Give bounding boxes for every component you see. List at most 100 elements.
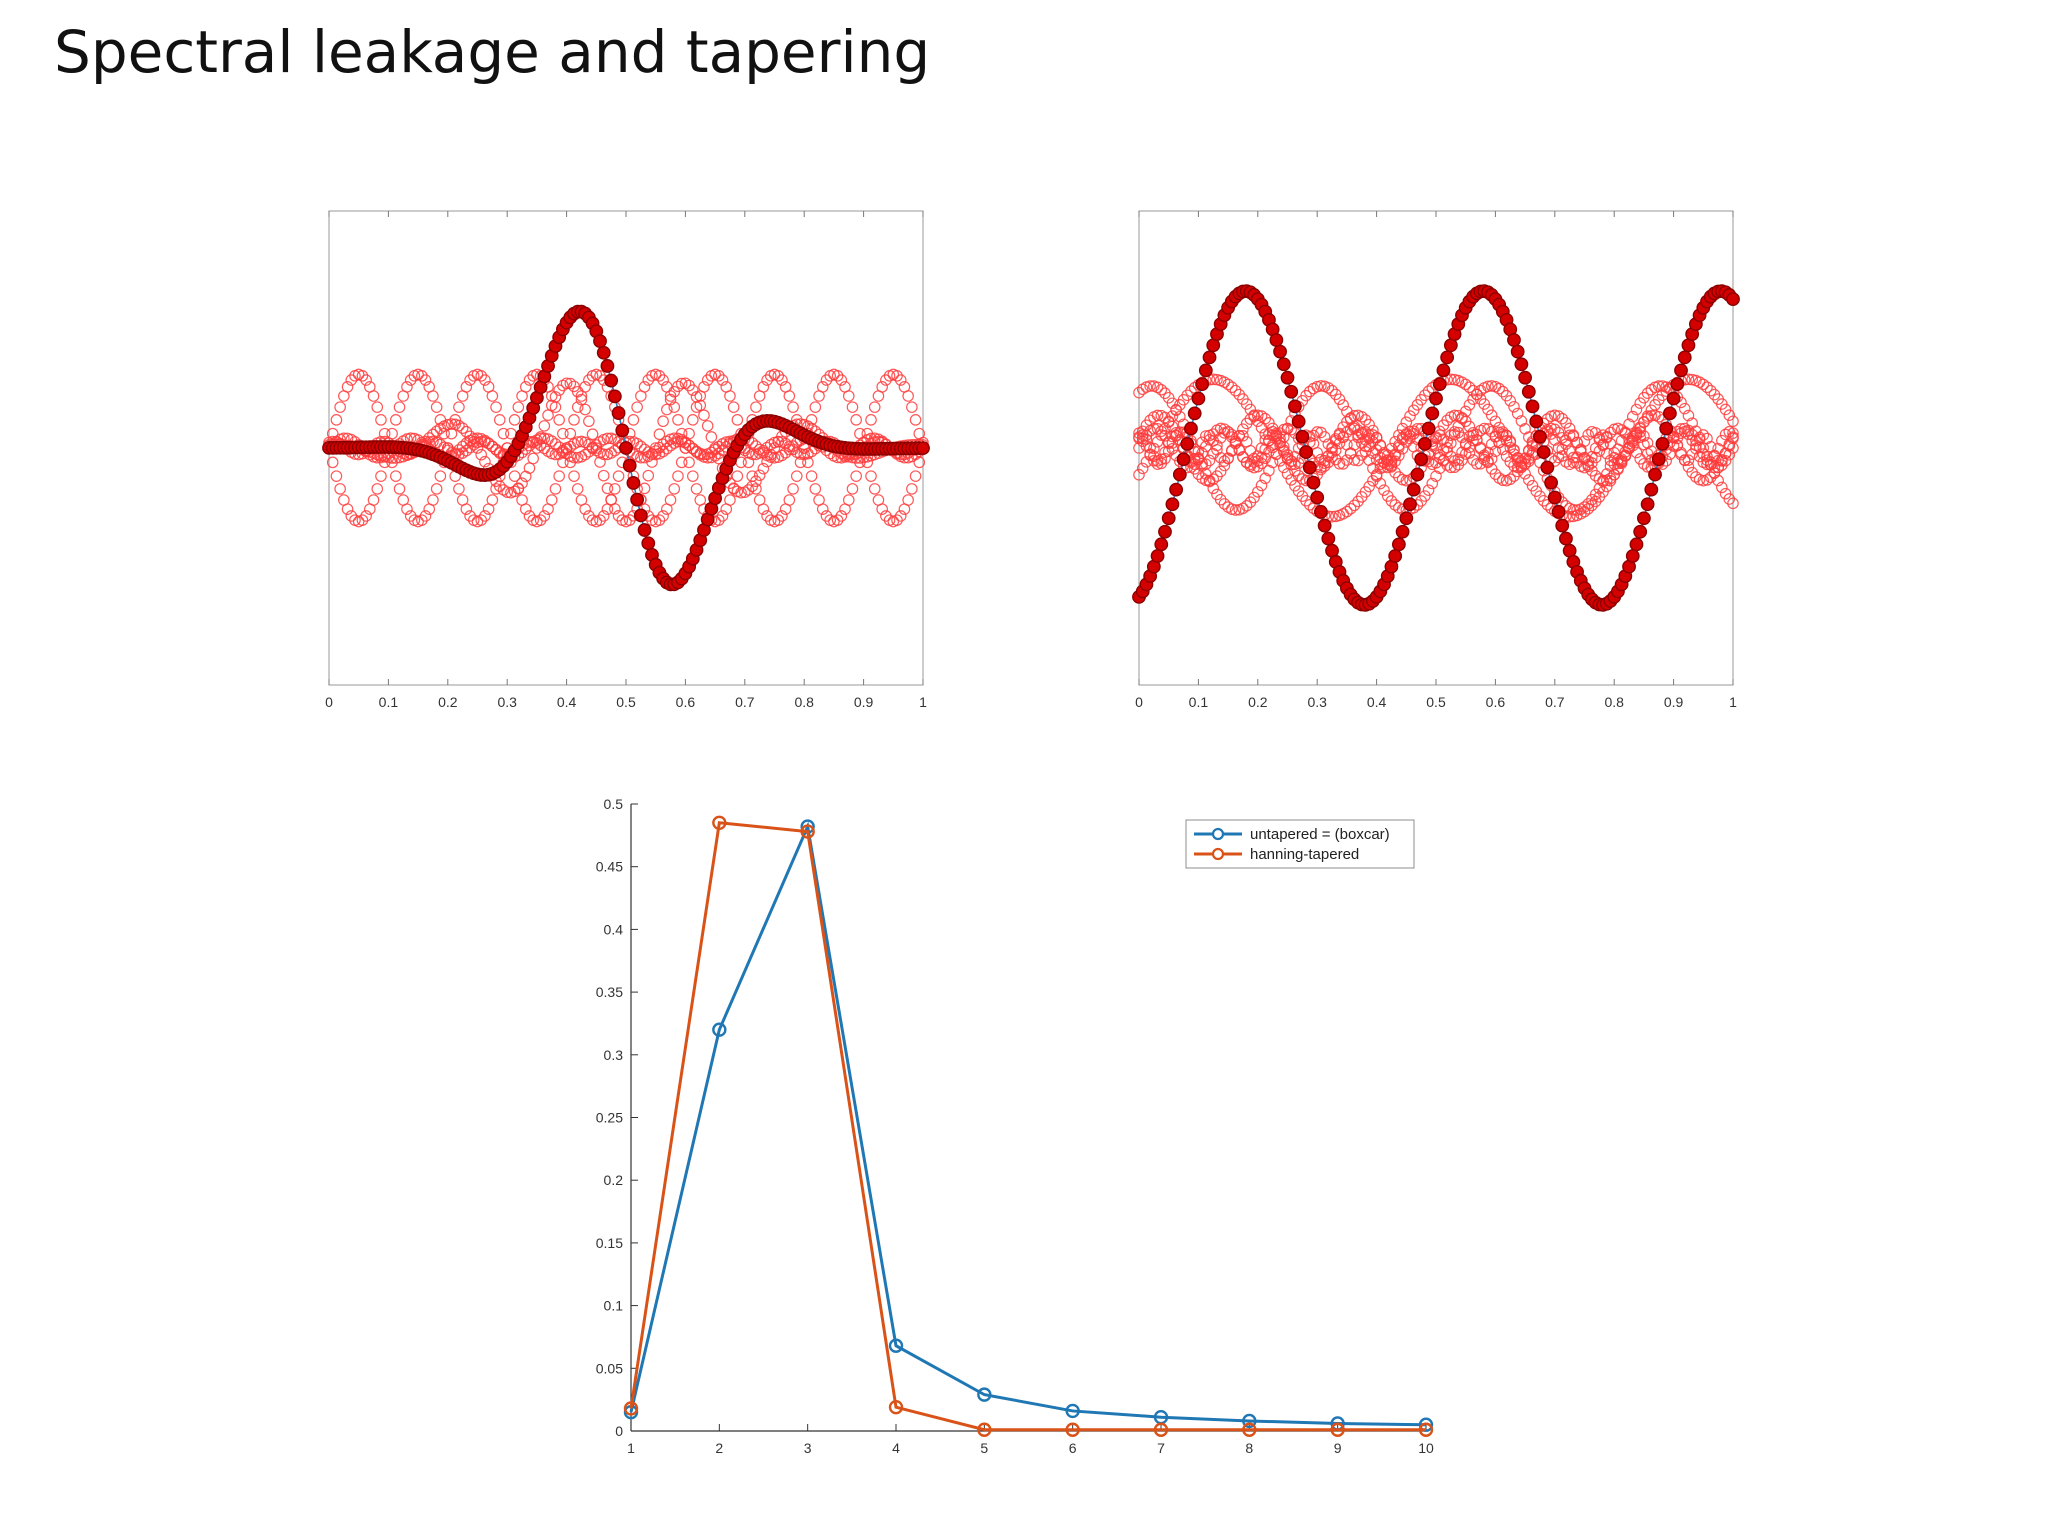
component-marker bbox=[393, 483, 406, 495]
component-marker bbox=[776, 510, 788, 522]
signal-marker bbox=[1169, 482, 1184, 497]
signal-marker bbox=[1436, 363, 1451, 378]
component-marker bbox=[1218, 459, 1231, 472]
component-marker bbox=[1485, 452, 1498, 465]
signal-marker bbox=[1670, 377, 1685, 392]
component-marker bbox=[538, 510, 551, 522]
component-marker bbox=[597, 510, 610, 522]
x-tick-label: 0.2 bbox=[1248, 694, 1268, 710]
component-marker bbox=[1363, 432, 1375, 445]
component-marker bbox=[1396, 431, 1409, 444]
component-marker bbox=[1597, 474, 1609, 487]
component-marker bbox=[1333, 393, 1346, 406]
component-marker bbox=[653, 370, 666, 382]
y-tick-label: 0.5 bbox=[604, 796, 624, 812]
component-marker bbox=[404, 374, 417, 386]
component-marker bbox=[486, 390, 499, 402]
component-marker bbox=[1151, 422, 1164, 435]
component-marker bbox=[545, 494, 558, 506]
series-point-0 bbox=[1242, 1413, 1257, 1429]
component-marker bbox=[401, 503, 413, 515]
component-marker bbox=[1341, 454, 1353, 466]
component-marker bbox=[1445, 461, 1457, 474]
component-marker bbox=[831, 370, 844, 382]
component-marker bbox=[1248, 452, 1260, 465]
component-marker bbox=[501, 486, 513, 498]
component-marker bbox=[1471, 388, 1483, 401]
x-tick-label: 7 bbox=[1157, 1440, 1165, 1456]
component-marker bbox=[1433, 451, 1446, 464]
signal-marker bbox=[1414, 452, 1429, 467]
x-tick-label: 0.1 bbox=[1189, 694, 1209, 710]
component-marker bbox=[583, 374, 595, 386]
series-line-1 bbox=[629, 821, 1426, 1432]
component-marker bbox=[1675, 448, 1687, 461]
component-marker bbox=[516, 477, 528, 489]
component-marker bbox=[735, 486, 747, 499]
component-marker bbox=[1274, 433, 1286, 445]
component-marker bbox=[1482, 423, 1494, 435]
component-marker bbox=[456, 422, 469, 434]
component-marker bbox=[1281, 449, 1294, 461]
component-marker bbox=[842, 494, 855, 506]
component-marker bbox=[1233, 429, 1246, 442]
component-marker bbox=[1214, 493, 1227, 506]
series-point-1 bbox=[977, 1422, 992, 1437]
component-marker bbox=[716, 374, 729, 386]
component-marker bbox=[1159, 452, 1171, 465]
y-tick-label: 0.2 bbox=[604, 1172, 624, 1188]
component-marker bbox=[1203, 454, 1216, 467]
component-marker bbox=[1214, 465, 1227, 478]
component-marker bbox=[1378, 484, 1390, 496]
component-marker bbox=[367, 390, 380, 402]
component-marker bbox=[1151, 409, 1164, 422]
component-marker bbox=[1482, 380, 1494, 393]
component-marker bbox=[1682, 454, 1695, 466]
component-marker bbox=[453, 483, 465, 495]
component-marker bbox=[623, 514, 636, 526]
x-tick-label: 0.6 bbox=[1486, 694, 1506, 710]
component-marker bbox=[835, 374, 848, 386]
component-marker bbox=[1716, 434, 1728, 447]
component-marker bbox=[1381, 454, 1394, 467]
component-marker bbox=[1719, 403, 1732, 416]
component-marker bbox=[609, 503, 621, 515]
component-marker bbox=[557, 427, 569, 440]
y-tick-label: 0.3 bbox=[604, 1047, 624, 1063]
component-marker bbox=[493, 414, 506, 426]
component-marker bbox=[612, 470, 625, 482]
component-marker bbox=[1604, 454, 1617, 467]
component-marker bbox=[1682, 461, 1695, 473]
component-marker bbox=[1315, 380, 1327, 392]
component-marker bbox=[1552, 410, 1565, 422]
component-marker bbox=[375, 414, 387, 426]
component-marker bbox=[1355, 410, 1368, 423]
series-point-0 bbox=[888, 1338, 904, 1353]
component-marker bbox=[638, 482, 651, 495]
component-marker bbox=[1485, 409, 1498, 421]
component-marker bbox=[1456, 431, 1468, 444]
y-tick-label: 0.45 bbox=[596, 859, 623, 875]
component-marker bbox=[891, 514, 903, 526]
component-marker bbox=[1259, 428, 1272, 440]
component-marker bbox=[1500, 450, 1513, 463]
component-marker bbox=[523, 510, 536, 522]
component-marker bbox=[1263, 446, 1275, 458]
component-marker bbox=[906, 483, 918, 495]
component-marker bbox=[1244, 413, 1257, 425]
component-marker bbox=[1374, 477, 1387, 490]
component-marker bbox=[1634, 431, 1646, 444]
x-tick-label: 0.1 bbox=[379, 694, 399, 710]
component-marker bbox=[609, 483, 621, 495]
component-marker bbox=[1459, 437, 1472, 450]
component-marker bbox=[534, 439, 547, 452]
component-marker bbox=[1166, 437, 1179, 449]
component-marker bbox=[694, 399, 707, 412]
component-marker bbox=[371, 483, 384, 495]
signal-marker bbox=[1399, 511, 1414, 526]
signal-marker bbox=[1629, 537, 1644, 552]
component-marker bbox=[1400, 429, 1413, 441]
component-marker bbox=[1482, 403, 1494, 416]
x-tick-label: 0.3 bbox=[1307, 694, 1327, 710]
component-marker bbox=[1463, 381, 1476, 394]
